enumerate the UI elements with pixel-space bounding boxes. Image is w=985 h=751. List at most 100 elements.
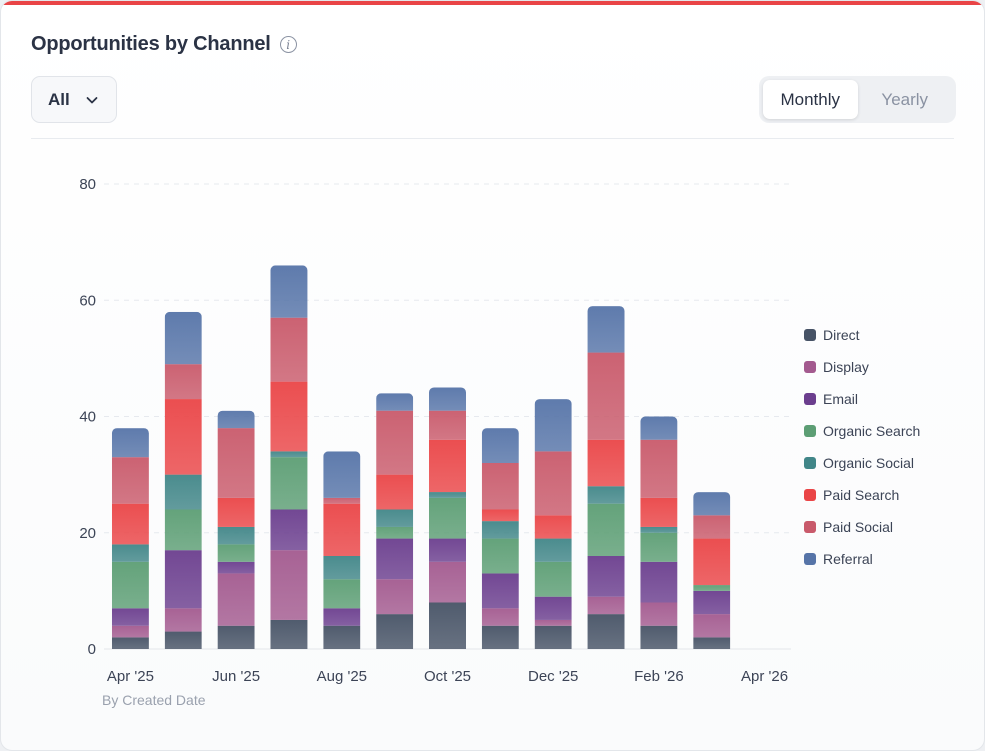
- bar-segment-direct[interactable]: [481, 625, 519, 649]
- channel-filter-dropdown[interactable]: All: [31, 76, 117, 123]
- bar-segment-paid-social[interactable]: [270, 317, 308, 382]
- bar-segment-email[interactable]: [587, 556, 625, 597]
- bar-segment-direct[interactable]: [323, 625, 361, 649]
- bar-segment-direct[interactable]: [376, 614, 414, 649]
- bar-segment-organic-search[interactable]: [323, 579, 361, 609]
- bar-segment-email[interactable]: [164, 550, 202, 609]
- legend-item[interactable]: Display: [804, 351, 920, 383]
- bar-segment-paid-search[interactable]: [429, 439, 466, 493]
- bar-segment-display[interactable]: [217, 573, 255, 626]
- bar-segment-paid-search[interactable]: [534, 515, 572, 539]
- bar-segment-organic-search[interactable]: [429, 497, 466, 539]
- bar-stack[interactable]: [429, 387, 466, 649]
- period-yearly-button[interactable]: Yearly: [881, 89, 929, 109]
- bar-stack[interactable]: [323, 451, 361, 649]
- legend-item[interactable]: Organic Search: [804, 415, 920, 447]
- bar-segment-email[interactable]: [534, 596, 572, 620]
- bar-segment-email[interactable]: [693, 590, 731, 615]
- bar-segment-referral[interactable]: [587, 306, 625, 353]
- bar-segment-organic-social[interactable]: [376, 509, 414, 527]
- bar-stack[interactable]: [217, 410, 255, 649]
- legend-item[interactable]: Direct: [804, 319, 920, 351]
- period-monthly-button[interactable]: Monthly: [763, 80, 858, 119]
- info-icon[interactable]: i: [279, 36, 297, 53]
- bar-segment-display[interactable]: [587, 596, 625, 615]
- legend-item[interactable]: Referral: [804, 543, 920, 575]
- bar-segment-direct[interactable]: [111, 637, 149, 649]
- bar-segment-organic-search[interactable]: [111, 561, 149, 609]
- bar-segment-referral[interactable]: [270, 265, 308, 318]
- bar-segment-direct[interactable]: [270, 619, 308, 649]
- bar-segment-referral[interactable]: [429, 387, 466, 411]
- bar-segment-paid-social[interactable]: [693, 515, 731, 539]
- bar-segment-organic-search[interactable]: [164, 509, 202, 551]
- bar-segment-organic-social[interactable]: [217, 526, 255, 545]
- bar-segment-organic-social[interactable]: [640, 526, 678, 533]
- bar-segment-organic-search[interactable]: [217, 544, 255, 562]
- bar-segment-paid-social[interactable]: [587, 352, 625, 440]
- bar-segment-organic-social[interactable]: [429, 492, 466, 498]
- bar-stack[interactable]: [111, 428, 149, 649]
- bar-segment-email[interactable]: [270, 509, 308, 551]
- bar-segment-display[interactable]: [376, 579, 414, 615]
- bar-segment-referral[interactable]: [323, 451, 361, 498]
- bar-segment-paid-social[interactable]: [164, 364, 202, 400]
- bar-segment-paid-social[interactable]: [534, 451, 572, 516]
- bar-segment-organic-social[interactable]: [164, 474, 202, 510]
- bar-segment-paid-social[interactable]: [481, 463, 519, 510]
- bar-segment-display[interactable]: [429, 561, 466, 603]
- bar-segment-display[interactable]: [693, 614, 731, 638]
- bar-segment-referral[interactable]: [640, 416, 678, 440]
- bar-segment-organic-social[interactable]: [323, 556, 361, 580]
- bar-segment-referral[interactable]: [164, 311, 202, 365]
- legend-item[interactable]: Organic Social: [804, 447, 920, 479]
- bar-segment-paid-search[interactable]: [111, 503, 149, 545]
- bar-segment-organic-search[interactable]: [270, 457, 308, 510]
- bar-segment-organic-social[interactable]: [481, 521, 519, 539]
- bar-segment-organic-search[interactable]: [376, 526, 414, 539]
- bar-segment-referral[interactable]: [534, 399, 572, 452]
- bar-stack[interactable]: [640, 416, 678, 650]
- bar-segment-email[interactable]: [640, 561, 678, 603]
- bar-segment-direct[interactable]: [587, 614, 625, 649]
- bar-segment-paid-search[interactable]: [164, 399, 202, 475]
- bar-segment-display[interactable]: [640, 602, 678, 626]
- bar-segment-referral[interactable]: [376, 393, 414, 411]
- bar-segment-email[interactable]: [217, 561, 255, 574]
- bar-segment-referral[interactable]: [111, 428, 149, 458]
- bar-segment-paid-social[interactable]: [640, 439, 678, 498]
- bar-segment-organic-search[interactable]: [693, 585, 731, 591]
- bar-segment-paid-search[interactable]: [323, 503, 361, 556]
- legend-item[interactable]: Paid Search: [804, 479, 920, 511]
- bar-segment-display[interactable]: [111, 625, 149, 638]
- bar-stack[interactable]: [534, 399, 572, 649]
- bar-segment-organic-search[interactable]: [534, 561, 572, 597]
- bar-segment-direct[interactable]: [693, 637, 731, 649]
- bar-segment-paid-search[interactable]: [270, 381, 308, 452]
- bar-segment-paid-search[interactable]: [481, 509, 519, 522]
- bar-segment-referral[interactable]: [217, 410, 255, 429]
- bar-segment-organic-social[interactable]: [111, 544, 149, 562]
- bar-segment-paid-social[interactable]: [376, 410, 414, 475]
- bar-segment-referral[interactable]: [693, 492, 731, 516]
- bar-segment-paid-search[interactable]: [640, 497, 678, 527]
- bar-stack[interactable]: [693, 492, 731, 649]
- bar-segment-direct[interactable]: [217, 625, 255, 649]
- bar-segment-paid-social[interactable]: [323, 497, 361, 504]
- bar-segment-paid-search[interactable]: [376, 474, 414, 510]
- legend-item[interactable]: Email: [804, 383, 920, 415]
- bar-segment-email[interactable]: [376, 538, 414, 580]
- bar-segment-email[interactable]: [481, 573, 519, 609]
- bar-segment-organic-social[interactable]: [534, 538, 572, 562]
- bar-segment-email[interactable]: [429, 538, 466, 562]
- bar-segment-display[interactable]: [534, 619, 572, 626]
- legend-item[interactable]: Paid Social: [804, 511, 920, 543]
- bar-stack[interactable]: [587, 306, 625, 649]
- bar-segment-paid-social[interactable]: [217, 428, 255, 498]
- bar-segment-paid-social[interactable]: [429, 410, 466, 440]
- bar-segment-direct[interactable]: [534, 625, 572, 649]
- bar-segment-email[interactable]: [111, 608, 149, 626]
- bar-segment-referral[interactable]: [481, 428, 519, 463]
- bar-segment-email[interactable]: [323, 608, 361, 626]
- bar-segment-paid-search[interactable]: [693, 538, 731, 586]
